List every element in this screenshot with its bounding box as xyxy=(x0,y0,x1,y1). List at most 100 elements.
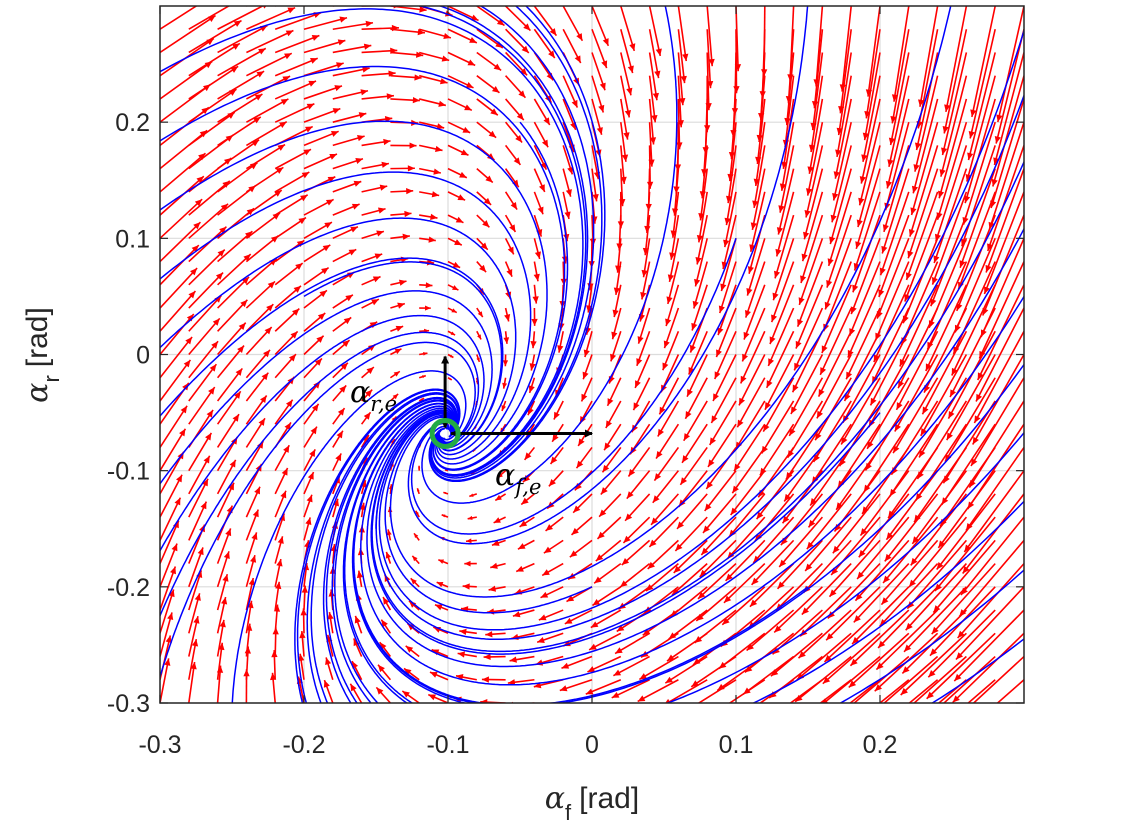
field-arrow xyxy=(323,679,334,703)
field-arrow xyxy=(476,307,484,318)
field-arrow xyxy=(709,400,737,446)
field-arrow xyxy=(188,42,241,77)
field-arrow xyxy=(752,145,766,209)
field-arrow xyxy=(332,316,352,332)
field-arrow xyxy=(637,679,679,703)
field-arrow xyxy=(476,237,489,251)
field-arrow xyxy=(655,423,680,459)
field-arrow xyxy=(303,426,318,448)
field-arrow xyxy=(562,168,572,197)
field-arrow xyxy=(848,632,910,689)
field-arrow xyxy=(614,632,651,655)
field-arrow xyxy=(332,180,362,193)
field-arrow xyxy=(697,563,737,600)
field-arrow xyxy=(619,562,651,588)
field-arrow xyxy=(742,655,795,695)
field-arrow xyxy=(531,308,538,326)
field-arrow xyxy=(759,423,795,476)
field-arrow xyxy=(491,539,506,546)
field-arrow xyxy=(160,520,180,564)
field-arrow xyxy=(160,497,182,541)
field-arrow xyxy=(788,377,824,437)
field-arrow xyxy=(936,493,996,570)
field-arrow xyxy=(549,446,564,465)
field-arrow xyxy=(600,470,622,496)
field-arrow xyxy=(447,307,458,314)
field-arrow xyxy=(933,168,968,264)
field-arrow xyxy=(852,214,881,293)
field-arrow xyxy=(913,655,967,703)
field-arrow xyxy=(721,586,766,626)
field-arrow xyxy=(951,284,996,376)
field-arrow xyxy=(577,423,593,447)
annotation-alpha-r-e: αr,e xyxy=(350,375,397,416)
field-arrow xyxy=(441,514,449,518)
field-arrow xyxy=(942,29,968,134)
field-arrow xyxy=(160,658,171,703)
field-arrow xyxy=(332,20,374,31)
y-tick-label: 0.1 xyxy=(115,225,150,253)
field-arrow xyxy=(245,532,258,564)
field-arrow xyxy=(647,702,650,703)
field-arrow xyxy=(605,400,622,429)
field-arrow xyxy=(638,655,679,681)
field-arrow xyxy=(778,516,824,568)
field-arrow xyxy=(390,302,406,309)
field-arrow xyxy=(620,6,636,52)
field-arrow xyxy=(390,97,420,104)
field-arrow xyxy=(677,52,686,106)
field-arrow xyxy=(993,702,996,703)
field-arrow xyxy=(859,470,910,537)
field-arrow xyxy=(763,702,765,703)
field-arrow xyxy=(332,384,347,402)
field-arrow xyxy=(332,430,344,448)
field-arrow xyxy=(819,307,852,376)
field-arrow xyxy=(816,354,852,419)
field-arrow xyxy=(806,493,852,550)
field-arrow xyxy=(245,417,266,448)
field-arrow xyxy=(941,52,968,156)
field-arrow xyxy=(889,423,939,497)
field-arrow xyxy=(188,317,221,356)
field-arrow xyxy=(480,699,506,703)
field-arrow xyxy=(332,43,372,54)
field-arrow xyxy=(744,632,795,674)
field-arrow xyxy=(695,214,708,265)
field-arrow xyxy=(681,423,708,464)
field-arrow xyxy=(447,167,468,179)
field-arrow xyxy=(993,52,1024,166)
field-arrow xyxy=(274,330,299,356)
field-arrow xyxy=(504,214,517,233)
field-arrow xyxy=(557,331,564,353)
field-arrow xyxy=(447,284,459,291)
field-arrow xyxy=(962,121,996,225)
field-arrow xyxy=(564,609,593,625)
field-arrow xyxy=(160,6,162,7)
field-arrow xyxy=(216,482,235,518)
y-tick-label: 0.2 xyxy=(115,109,150,137)
field-arrow xyxy=(332,407,346,425)
field-arrow xyxy=(447,353,454,359)
field-arrow xyxy=(676,98,683,150)
field-arrow xyxy=(303,312,326,332)
field-arrow xyxy=(725,145,737,204)
field-arrow xyxy=(217,253,252,286)
field-arrow xyxy=(447,330,456,336)
field-arrow xyxy=(583,331,593,358)
trajectory-line xyxy=(351,405,468,703)
field-arrow xyxy=(915,423,968,502)
field-arrow xyxy=(833,98,852,179)
field-arrow xyxy=(652,470,680,504)
field-arrow xyxy=(749,563,795,608)
field-arrow xyxy=(850,238,881,315)
field-arrow xyxy=(787,6,795,82)
field-arrow xyxy=(959,168,996,269)
field-arrow xyxy=(245,235,279,263)
field-arrow xyxy=(298,653,305,680)
field-arrow xyxy=(801,191,824,262)
field-arrow xyxy=(517,539,535,550)
field-arrow xyxy=(570,516,593,536)
field-arrow xyxy=(676,702,679,703)
field-arrow xyxy=(753,122,766,187)
field-arrow xyxy=(216,528,232,564)
